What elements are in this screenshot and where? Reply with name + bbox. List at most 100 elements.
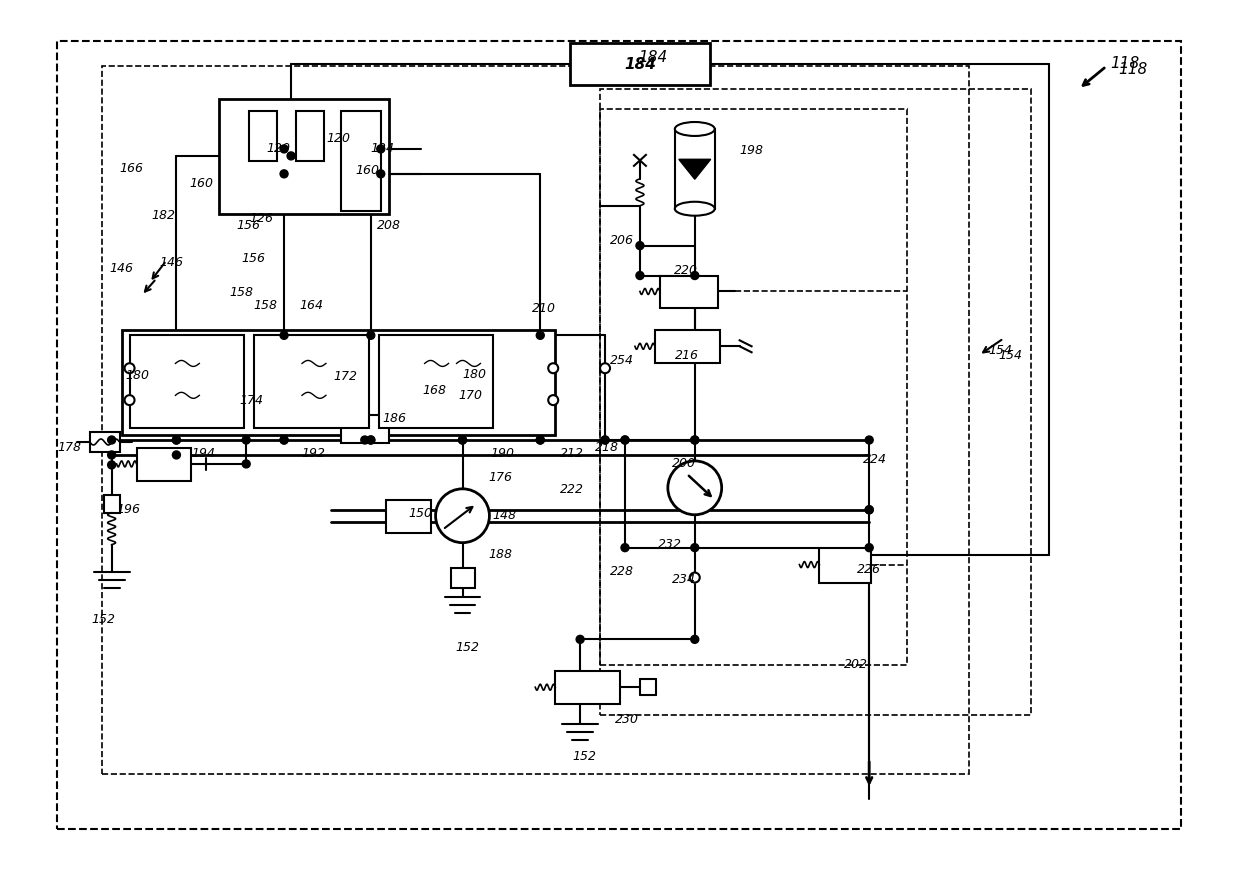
Bar [102,67,968,774]
Circle shape [377,145,384,153]
Circle shape [280,436,288,444]
Circle shape [172,451,180,459]
Circle shape [242,460,250,468]
Bar [104,495,119,512]
Circle shape [668,461,722,515]
Circle shape [124,364,135,373]
Text: 126: 126 [249,212,273,225]
Text: 216: 216 [675,349,699,362]
Circle shape [548,364,558,373]
Text: 222: 222 [560,484,584,497]
Text: 198: 198 [739,145,764,158]
Text: 152: 152 [572,751,596,764]
Text: 150: 150 [409,507,433,520]
Bar [254,336,368,428]
Text: 118: 118 [1118,61,1148,77]
Text: 156: 156 [237,219,260,232]
Circle shape [689,573,699,583]
Circle shape [621,436,629,444]
Circle shape [242,436,250,444]
Text: 212: 212 [560,448,584,461]
Text: 160: 160 [356,165,379,177]
Text: 164: 164 [299,299,324,312]
Text: 154: 154 [988,343,1013,357]
Text: 158: 158 [253,299,278,312]
Text: 184: 184 [637,50,667,65]
Circle shape [536,436,544,444]
Circle shape [172,436,180,444]
Text: 180: 180 [125,369,150,382]
Text: 254: 254 [610,354,634,367]
Bar [129,336,244,428]
Text: 192: 192 [301,448,325,461]
Circle shape [866,544,873,552]
Text: 124: 124 [371,143,394,155]
Bar [600,89,1030,715]
Text: 200: 200 [672,457,696,470]
Text: 148: 148 [492,509,516,522]
Circle shape [866,505,873,513]
Bar [450,568,475,588]
Circle shape [691,544,699,552]
Text: 232: 232 [658,538,682,551]
Text: 152: 152 [92,613,115,626]
Bar [675,129,714,208]
Text: 154: 154 [998,349,1023,362]
Text: 224: 224 [863,454,888,466]
Circle shape [548,395,558,405]
Text: 118: 118 [1111,56,1140,71]
Circle shape [691,436,699,444]
Text: 168: 168 [423,384,446,397]
Text: 190: 190 [490,448,515,461]
Bar [600,109,908,665]
Text: 228: 228 [610,565,634,578]
Circle shape [280,170,288,178]
Circle shape [691,635,699,643]
Circle shape [600,364,610,373]
Circle shape [280,331,288,339]
Circle shape [536,331,544,339]
Text: 186: 186 [383,412,407,425]
Circle shape [435,489,490,542]
Text: 146: 146 [160,256,184,269]
Text: 146: 146 [109,262,134,275]
Circle shape [124,395,135,405]
Bar [296,111,324,161]
Text: 220: 220 [673,264,698,277]
Circle shape [377,170,384,178]
Ellipse shape [675,201,714,215]
Text: 174: 174 [239,393,263,406]
Ellipse shape [675,122,714,136]
Circle shape [108,436,115,444]
Bar [660,276,718,308]
Circle shape [601,436,609,444]
Text: 194: 194 [191,448,216,461]
Bar [820,548,872,583]
Text: 210: 210 [532,302,557,314]
Text: 156: 156 [242,252,265,265]
Bar [341,415,388,443]
Bar [570,43,709,85]
Circle shape [367,436,374,444]
Bar [122,330,556,435]
Bar [219,99,388,214]
Text: 208: 208 [377,219,401,232]
Circle shape [601,436,609,444]
Text: 196: 196 [117,504,140,516]
Circle shape [691,272,699,279]
Circle shape [361,436,368,444]
Circle shape [866,436,873,444]
Bar [249,111,277,161]
Text: 152: 152 [455,641,480,653]
Text: 160: 160 [190,177,213,190]
Text: 230: 230 [615,712,639,725]
Text: 178: 178 [58,442,82,455]
Bar [386,500,430,533]
Circle shape [286,152,295,160]
Text: 158: 158 [229,286,253,299]
Text: 172: 172 [332,370,357,383]
Circle shape [367,436,374,444]
Circle shape [691,436,699,444]
Text: 166: 166 [119,162,144,175]
Circle shape [621,544,629,552]
